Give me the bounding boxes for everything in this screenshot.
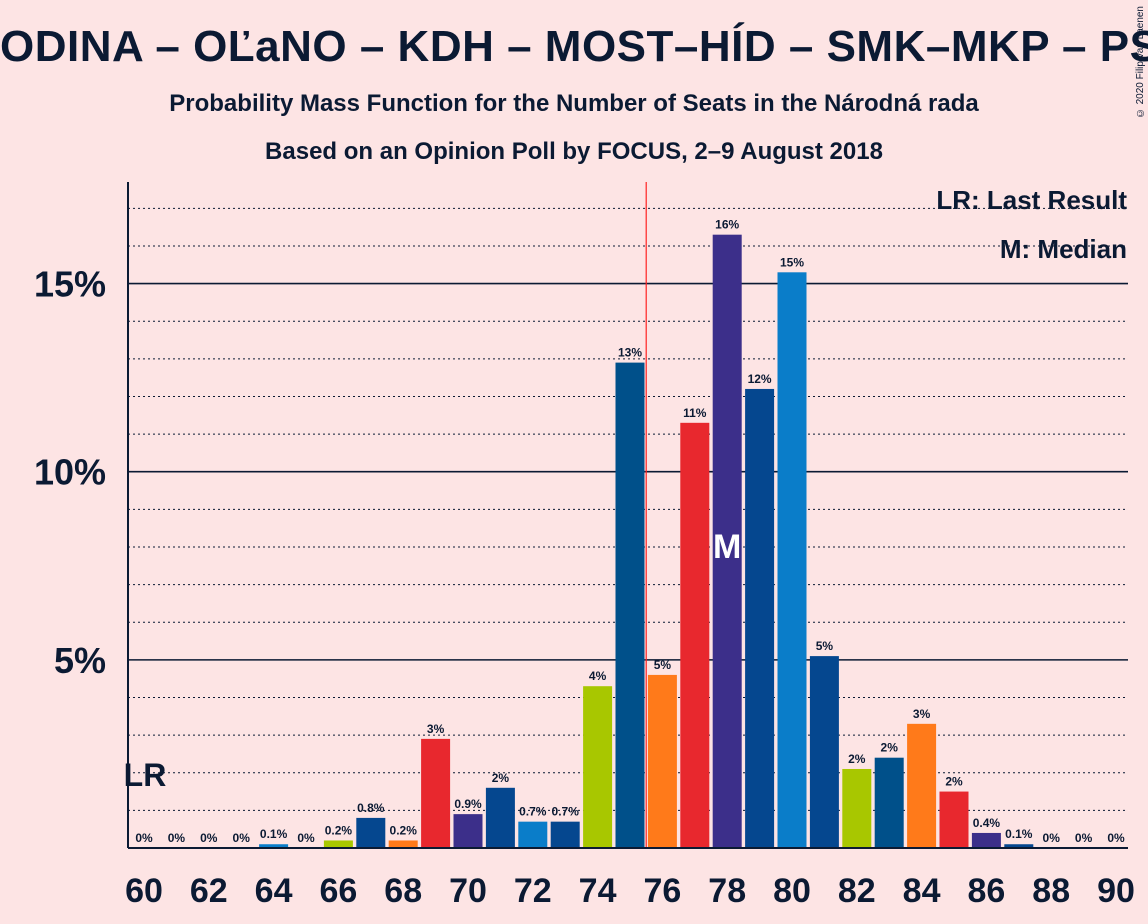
bar-value-label: 0.1% (1005, 827, 1033, 841)
bar-value-label: 5% (654, 658, 672, 672)
bar-value-label: 2% (945, 775, 963, 789)
bar-value-label: 2% (848, 752, 866, 766)
bar-value-label: 0.9% (454, 797, 482, 811)
bar (842, 768, 872, 848)
bar (647, 674, 677, 848)
overlays: LR M (124, 182, 741, 848)
x-tick-label: 86 (967, 872, 1005, 910)
legend-median: M: Median (1000, 234, 1127, 264)
bar-value-label: 0% (168, 831, 186, 845)
bar (615, 362, 645, 848)
bar (259, 844, 289, 848)
bar-value-label: 3% (913, 707, 931, 721)
bar-value-label: 12% (748, 372, 772, 386)
x-tick-label: 76 (643, 872, 681, 910)
bar-value-label: 0.7% (552, 805, 580, 819)
bar-value-label: 13% (618, 346, 642, 360)
bar (356, 817, 386, 848)
bar (388, 840, 418, 848)
y-tick-label: 10% (34, 452, 106, 493)
y-tick-label: 15% (34, 264, 106, 305)
x-tick-label: 82 (838, 872, 876, 910)
chart-subtitle-2: Based on an Opinion Poll by FOCUS, 2–9 A… (265, 138, 883, 165)
bar-value-label: 0% (1043, 831, 1061, 845)
x-tick-label: 62 (190, 872, 228, 910)
x-tick-label: 78 (708, 872, 746, 910)
x-tick-label: 72 (514, 872, 552, 910)
axes: 60 62 64 66 68 70 72 74 76 78 80 82 84 86 88 90 (125, 182, 1135, 910)
bar (809, 656, 839, 848)
bar (680, 422, 710, 848)
bar-value-label: 0.2% (325, 823, 353, 837)
bar-value-label: 0% (1075, 831, 1093, 845)
bar-value-label: 0% (1107, 831, 1125, 845)
x-tick-label: 68 (384, 872, 422, 910)
bar (874, 757, 904, 848)
bar-value-label: 0.4% (973, 816, 1001, 830)
bar-value-label: 0.7% (519, 805, 547, 819)
bar (777, 272, 807, 849)
bar (907, 723, 937, 848)
bar (485, 787, 515, 848)
bar-value-label: 2% (492, 771, 510, 785)
bars: 0% 0% 0% 0% 0.1% 0% 0.2% 0.8% 0.2% 3% 0.9% 2% 0.7% 0.… (135, 218, 1125, 849)
x-tick-label: 66 (319, 872, 357, 910)
median-marker: M (713, 528, 741, 566)
x-tick-label: 90 (1097, 872, 1135, 910)
bar-value-label: 2% (881, 741, 899, 755)
x-tick-label: 84 (903, 872, 941, 910)
bar (939, 791, 969, 848)
bar (550, 821, 580, 848)
x-tick-label: 80 (773, 872, 811, 910)
bar-value-label: 0.8% (357, 801, 385, 815)
bar (518, 821, 548, 848)
bar (1004, 844, 1034, 848)
last-result-marker: LR (124, 757, 167, 793)
bar (421, 738, 451, 848)
x-tick-label: 64 (255, 872, 293, 910)
grid-lines: 5% 10% 15% (34, 207, 1128, 811)
bar-value-label: 0.2% (390, 823, 418, 837)
bar-value-label: 16% (715, 218, 739, 232)
x-tick-label: 70 (449, 872, 487, 910)
bar-value-label: 15% (780, 255, 804, 269)
bar (323, 840, 353, 848)
bar-value-label: 11% (683, 406, 707, 420)
bar-value-label: 0% (297, 831, 315, 845)
bar-value-label: 4% (589, 669, 607, 683)
bar (583, 686, 613, 848)
bar (971, 832, 1001, 848)
bar (453, 814, 483, 848)
bar-value-label: 5% (816, 639, 834, 653)
bar-value-label: 0.1% (260, 827, 288, 841)
bar (712, 234, 742, 848)
chart-subtitle: Probability Mass Function for the Number… (169, 90, 979, 117)
bar-value-label: 0% (200, 831, 218, 845)
x-tick-label: 60 (125, 872, 163, 910)
y-tick-label: 5% (54, 640, 106, 681)
legend-last-result: LR: Last Result (936, 185, 1127, 215)
bar (745, 388, 775, 848)
bar-value-label: 0% (233, 831, 251, 845)
x-tick-label: 88 (1032, 872, 1070, 910)
chart-title: ODINA – OĽaNO – KDH – MOST–HÍD – SMK–MKP… (0, 22, 1148, 71)
bar-value-label: 0% (135, 831, 153, 845)
x-tick-label: 74 (579, 872, 617, 910)
bar-value-label: 3% (427, 722, 445, 736)
